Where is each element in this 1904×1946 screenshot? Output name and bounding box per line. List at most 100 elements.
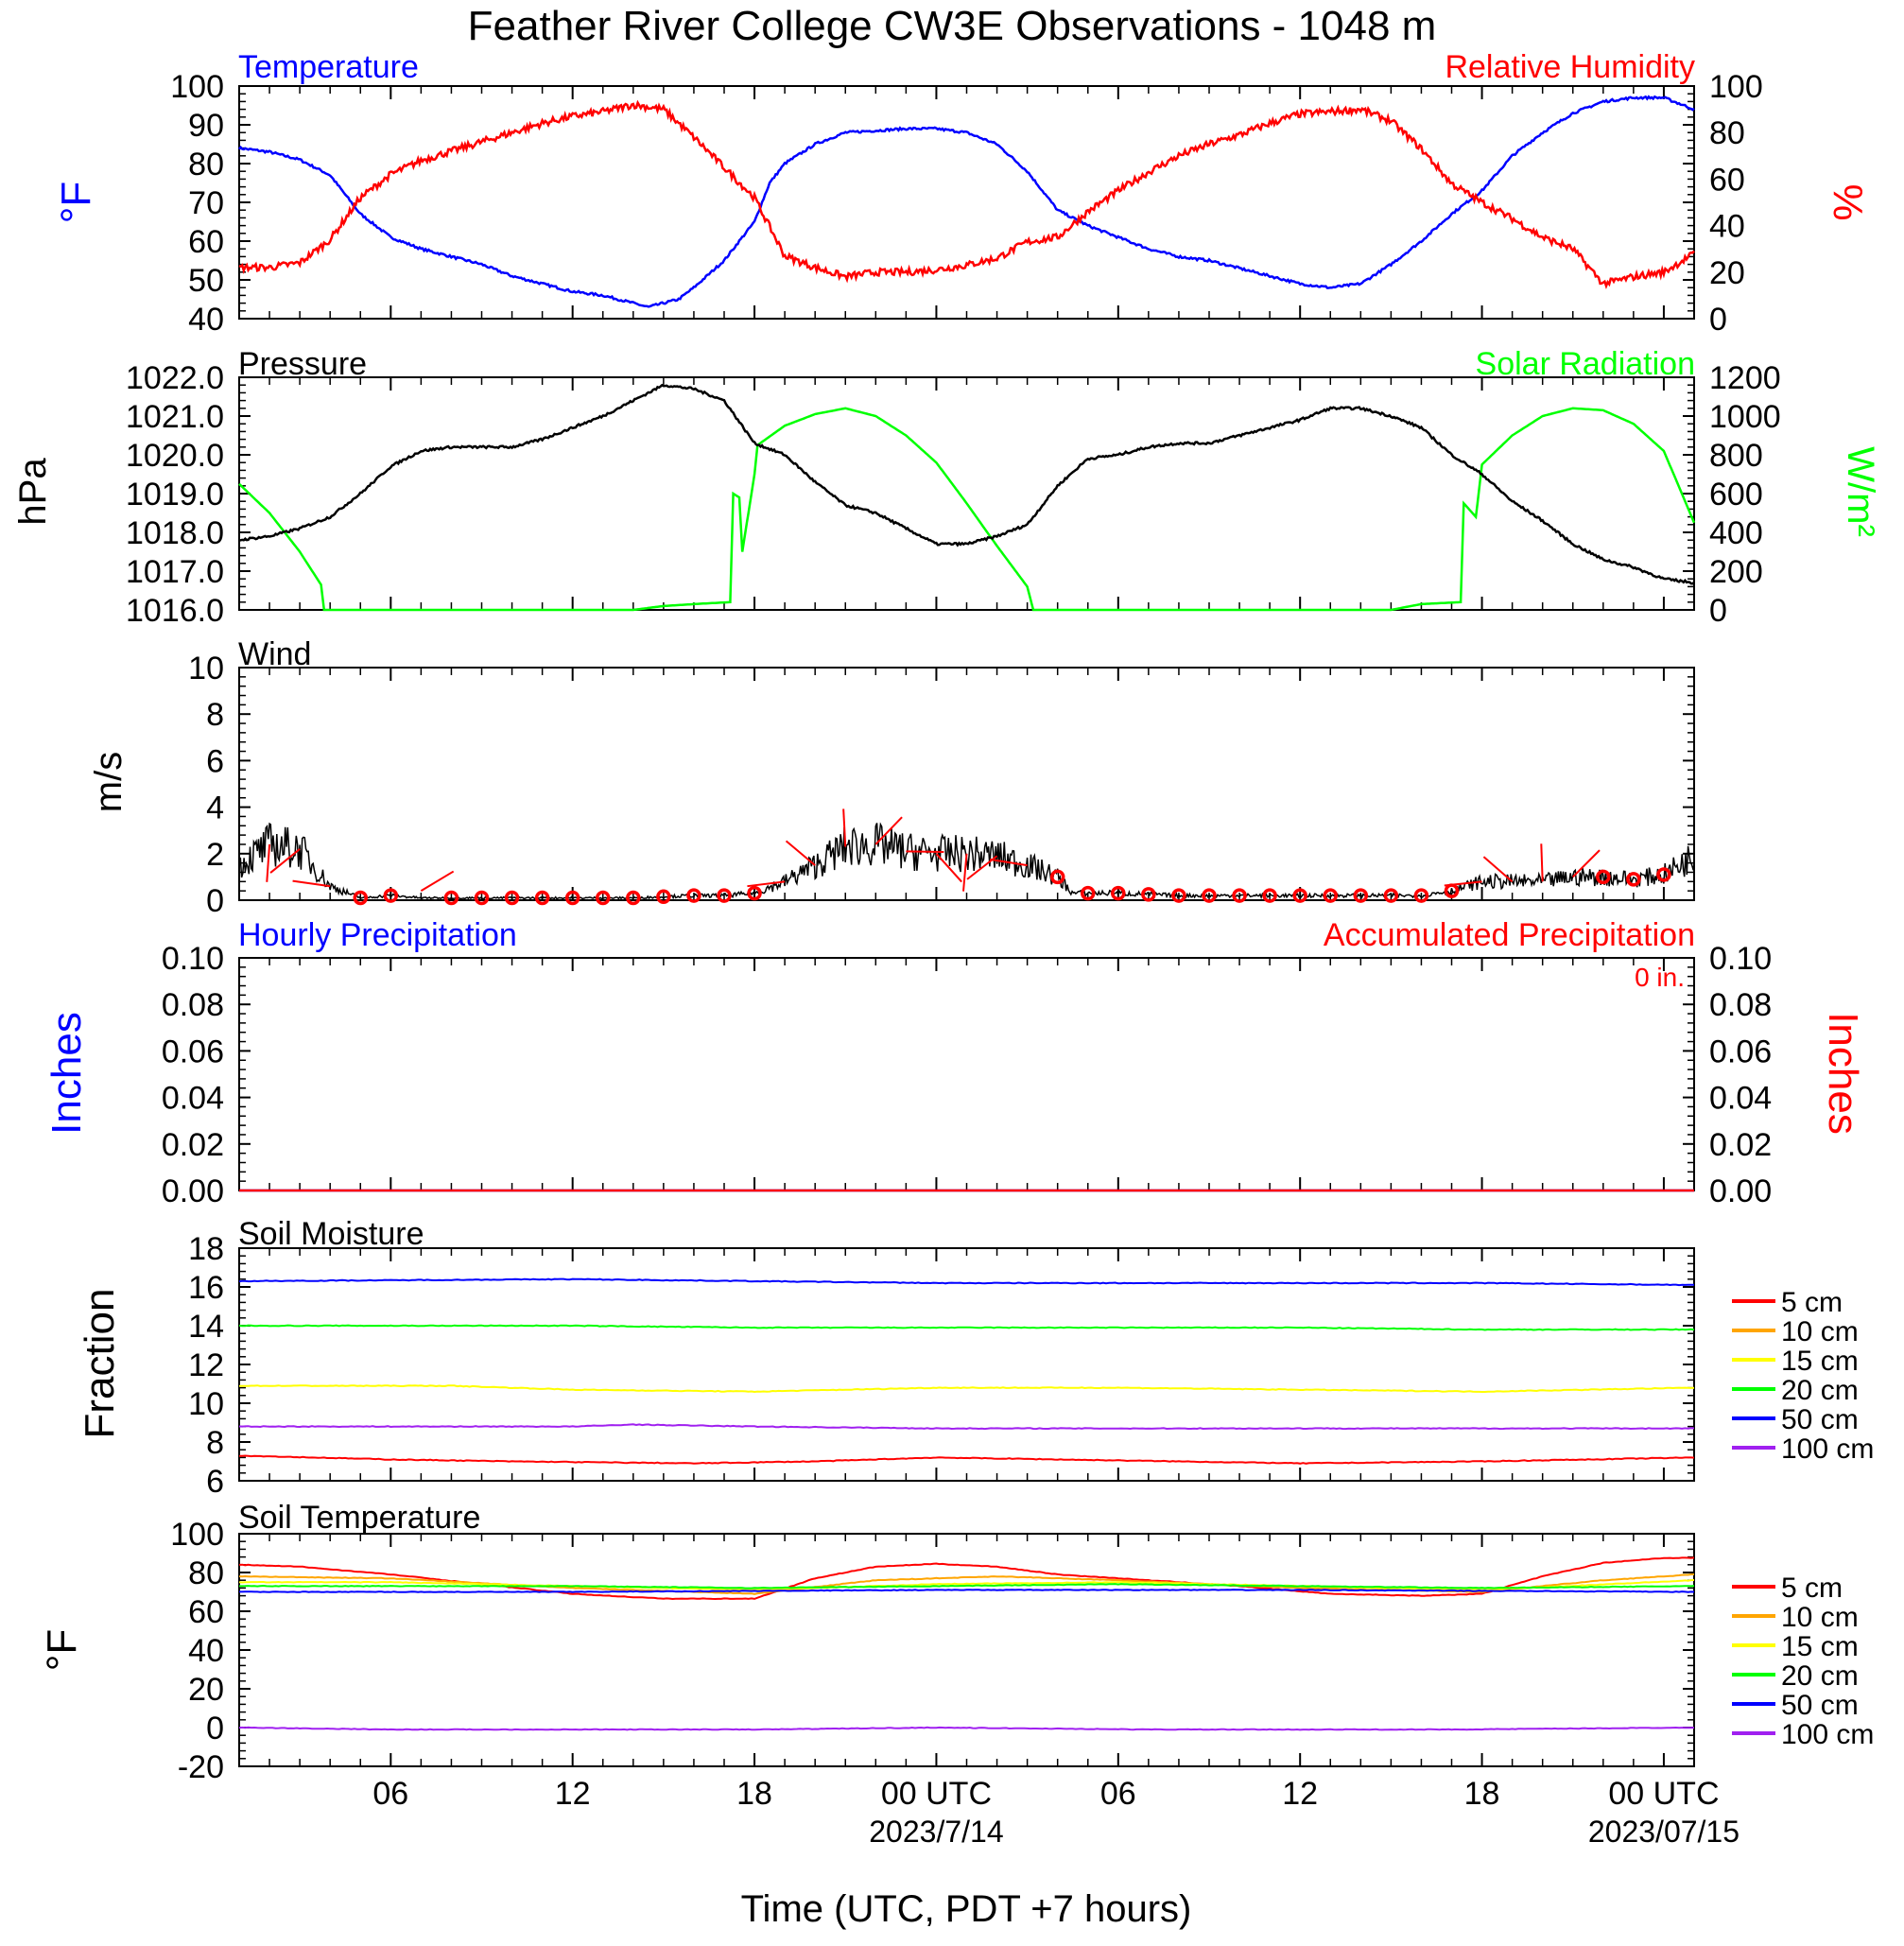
pressure-line: [238, 383, 1695, 585]
x-tick-label: 00 UTC: [881, 1776, 992, 1812]
soil-line-20cm: [238, 1324, 1695, 1331]
y-tick-label: 6: [206, 743, 224, 779]
soil-line-15cm: [238, 1384, 1695, 1394]
y-tick-label: 1016.0: [126, 593, 224, 629]
legend-label: 5 cm: [1781, 1287, 1843, 1318]
legend-label: 15 cm: [1781, 1346, 1859, 1377]
x-date-label: 2023/7/14: [869, 1815, 1003, 1849]
wind-barb: [1482, 856, 1514, 883]
time-axis-label: Time (UTC, PDT +7 hours): [741, 1888, 1192, 1930]
temperature-line: [238, 95, 1695, 308]
y-right-tick-label: 0.02: [1709, 1127, 1772, 1163]
calm-wind-marker: [1656, 867, 1671, 882]
wind-barb: [989, 858, 1028, 867]
wind-barb: [269, 848, 301, 874]
calm-wind-marker: [1353, 888, 1369, 903]
precip-panel: Hourly Precipitation Accumulated Precipi…: [43, 917, 1866, 1209]
y-right-tick-label: 0.10: [1709, 941, 1772, 977]
calm-wind-marker: [717, 888, 732, 903]
wind-barb: [935, 853, 962, 883]
y-right-tick-label: 20: [1709, 255, 1745, 291]
humidity-line: [238, 99, 1695, 290]
soil-moisture-unit: Fraction: [77, 1289, 123, 1439]
y-right-tick-label: 800: [1709, 438, 1763, 474]
wind-barb: [874, 816, 903, 845]
temp-rh-plot-frame: [238, 85, 1695, 320]
calm-wind-marker: [747, 885, 762, 901]
calm-wind-marker: [564, 890, 580, 906]
soil-line-20cm: [239, 1583, 1695, 1590]
y-right-tick-label: 0: [1709, 302, 1727, 338]
y-tick-label: 80: [188, 1555, 224, 1591]
y-tick-label: 14: [188, 1309, 224, 1345]
accum-precip-total: 0 in.: [1635, 963, 1685, 992]
y-right-tick-label: 60: [1709, 162, 1745, 198]
wind-barb: [1540, 843, 1544, 882]
y-right-tick-label: 100: [1709, 69, 1763, 105]
soil-line-100cm: [238, 1423, 1695, 1431]
wind-ticks: 0 2 4 6 8 10: [188, 651, 1695, 919]
y-tick-label: 70: [188, 185, 224, 221]
y-tick-label: 16: [188, 1270, 224, 1306]
calm-wind-marker: [1413, 888, 1429, 903]
hourly-precip-unit: Inches: [43, 1012, 90, 1135]
solar-unit: W/m²: [1840, 446, 1881, 537]
y-right-tick-label: 400: [1709, 515, 1763, 551]
y-tick-label: 8: [206, 697, 224, 733]
x-date-label: 2023/07/15: [1588, 1815, 1740, 1849]
calm-wind-marker: [443, 890, 459, 906]
legend-label: 5 cm: [1781, 1572, 1843, 1604]
y-right-tick-label: 0: [1709, 593, 1727, 629]
legend-label: 10 cm: [1781, 1602, 1859, 1633]
temp-rh-panel: Temperature Relative Humidity °F % 40506…: [53, 49, 1871, 338]
y-tick-label: 40: [188, 302, 224, 338]
y-tick-label: 0: [206, 883, 224, 919]
calm-wind-marker: [1141, 887, 1156, 902]
wind-barb: [906, 850, 944, 854]
y-tick-label: 40: [188, 1633, 224, 1669]
wind-barb: [785, 840, 816, 866]
y-tick-label: 100: [170, 1517, 224, 1553]
x-tick-label: 06: [1100, 1776, 1136, 1812]
y-tick-label: 0.06: [162, 1034, 224, 1069]
legend-label: 50 cm: [1781, 1690, 1859, 1721]
calm-wind-markers: [353, 867, 1671, 906]
y-tick-label: 2: [206, 837, 224, 873]
wind-barbs: [266, 808, 1601, 893]
calm-wind-marker: [656, 889, 671, 905]
y-right-tick-label: 0.08: [1709, 987, 1772, 1023]
wind-panel: Wind m/s 0 2 4 6 8 10: [88, 636, 1695, 919]
pressure-solar-panel: Pressure Solar Radiation hPa W/m² 1016.0…: [12, 346, 1881, 629]
y-tick-label: 60: [188, 1594, 224, 1630]
calm-wind-marker: [383, 888, 399, 903]
y-right-tick-label: 1000: [1709, 399, 1781, 435]
y-tick-label: 12: [188, 1347, 224, 1383]
y-tick-label: 1019.0: [126, 477, 224, 513]
y-tick-label: 8: [206, 1425, 224, 1461]
y-right-tick-label: 200: [1709, 554, 1763, 590]
legend-label: 50 cm: [1781, 1404, 1859, 1435]
y-tick-label: 18: [188, 1231, 224, 1267]
y-tick-label: 1017.0: [126, 554, 224, 590]
y-tick-label: 1020.0: [126, 438, 224, 474]
y-right-tick-label: 0.04: [1709, 1081, 1772, 1117]
humidity-title: Relative Humidity: [1445, 49, 1695, 85]
calm-wind-marker: [1202, 888, 1217, 903]
solar-radiation-line: [238, 407, 1696, 612]
soil-temp-plot-frame: [238, 1533, 1695, 1767]
calm-wind-marker: [626, 890, 641, 906]
y-tick-label: -20: [178, 1749, 224, 1785]
pressure-unit: hPa: [12, 458, 54, 526]
y-tick-label: 0.08: [162, 987, 224, 1023]
calm-wind-marker: [353, 890, 368, 906]
y-tick-label: 0: [206, 1711, 224, 1746]
pressure-solar-plot-frame: [238, 376, 1695, 611]
y-tick-label: 0.10: [162, 941, 224, 977]
